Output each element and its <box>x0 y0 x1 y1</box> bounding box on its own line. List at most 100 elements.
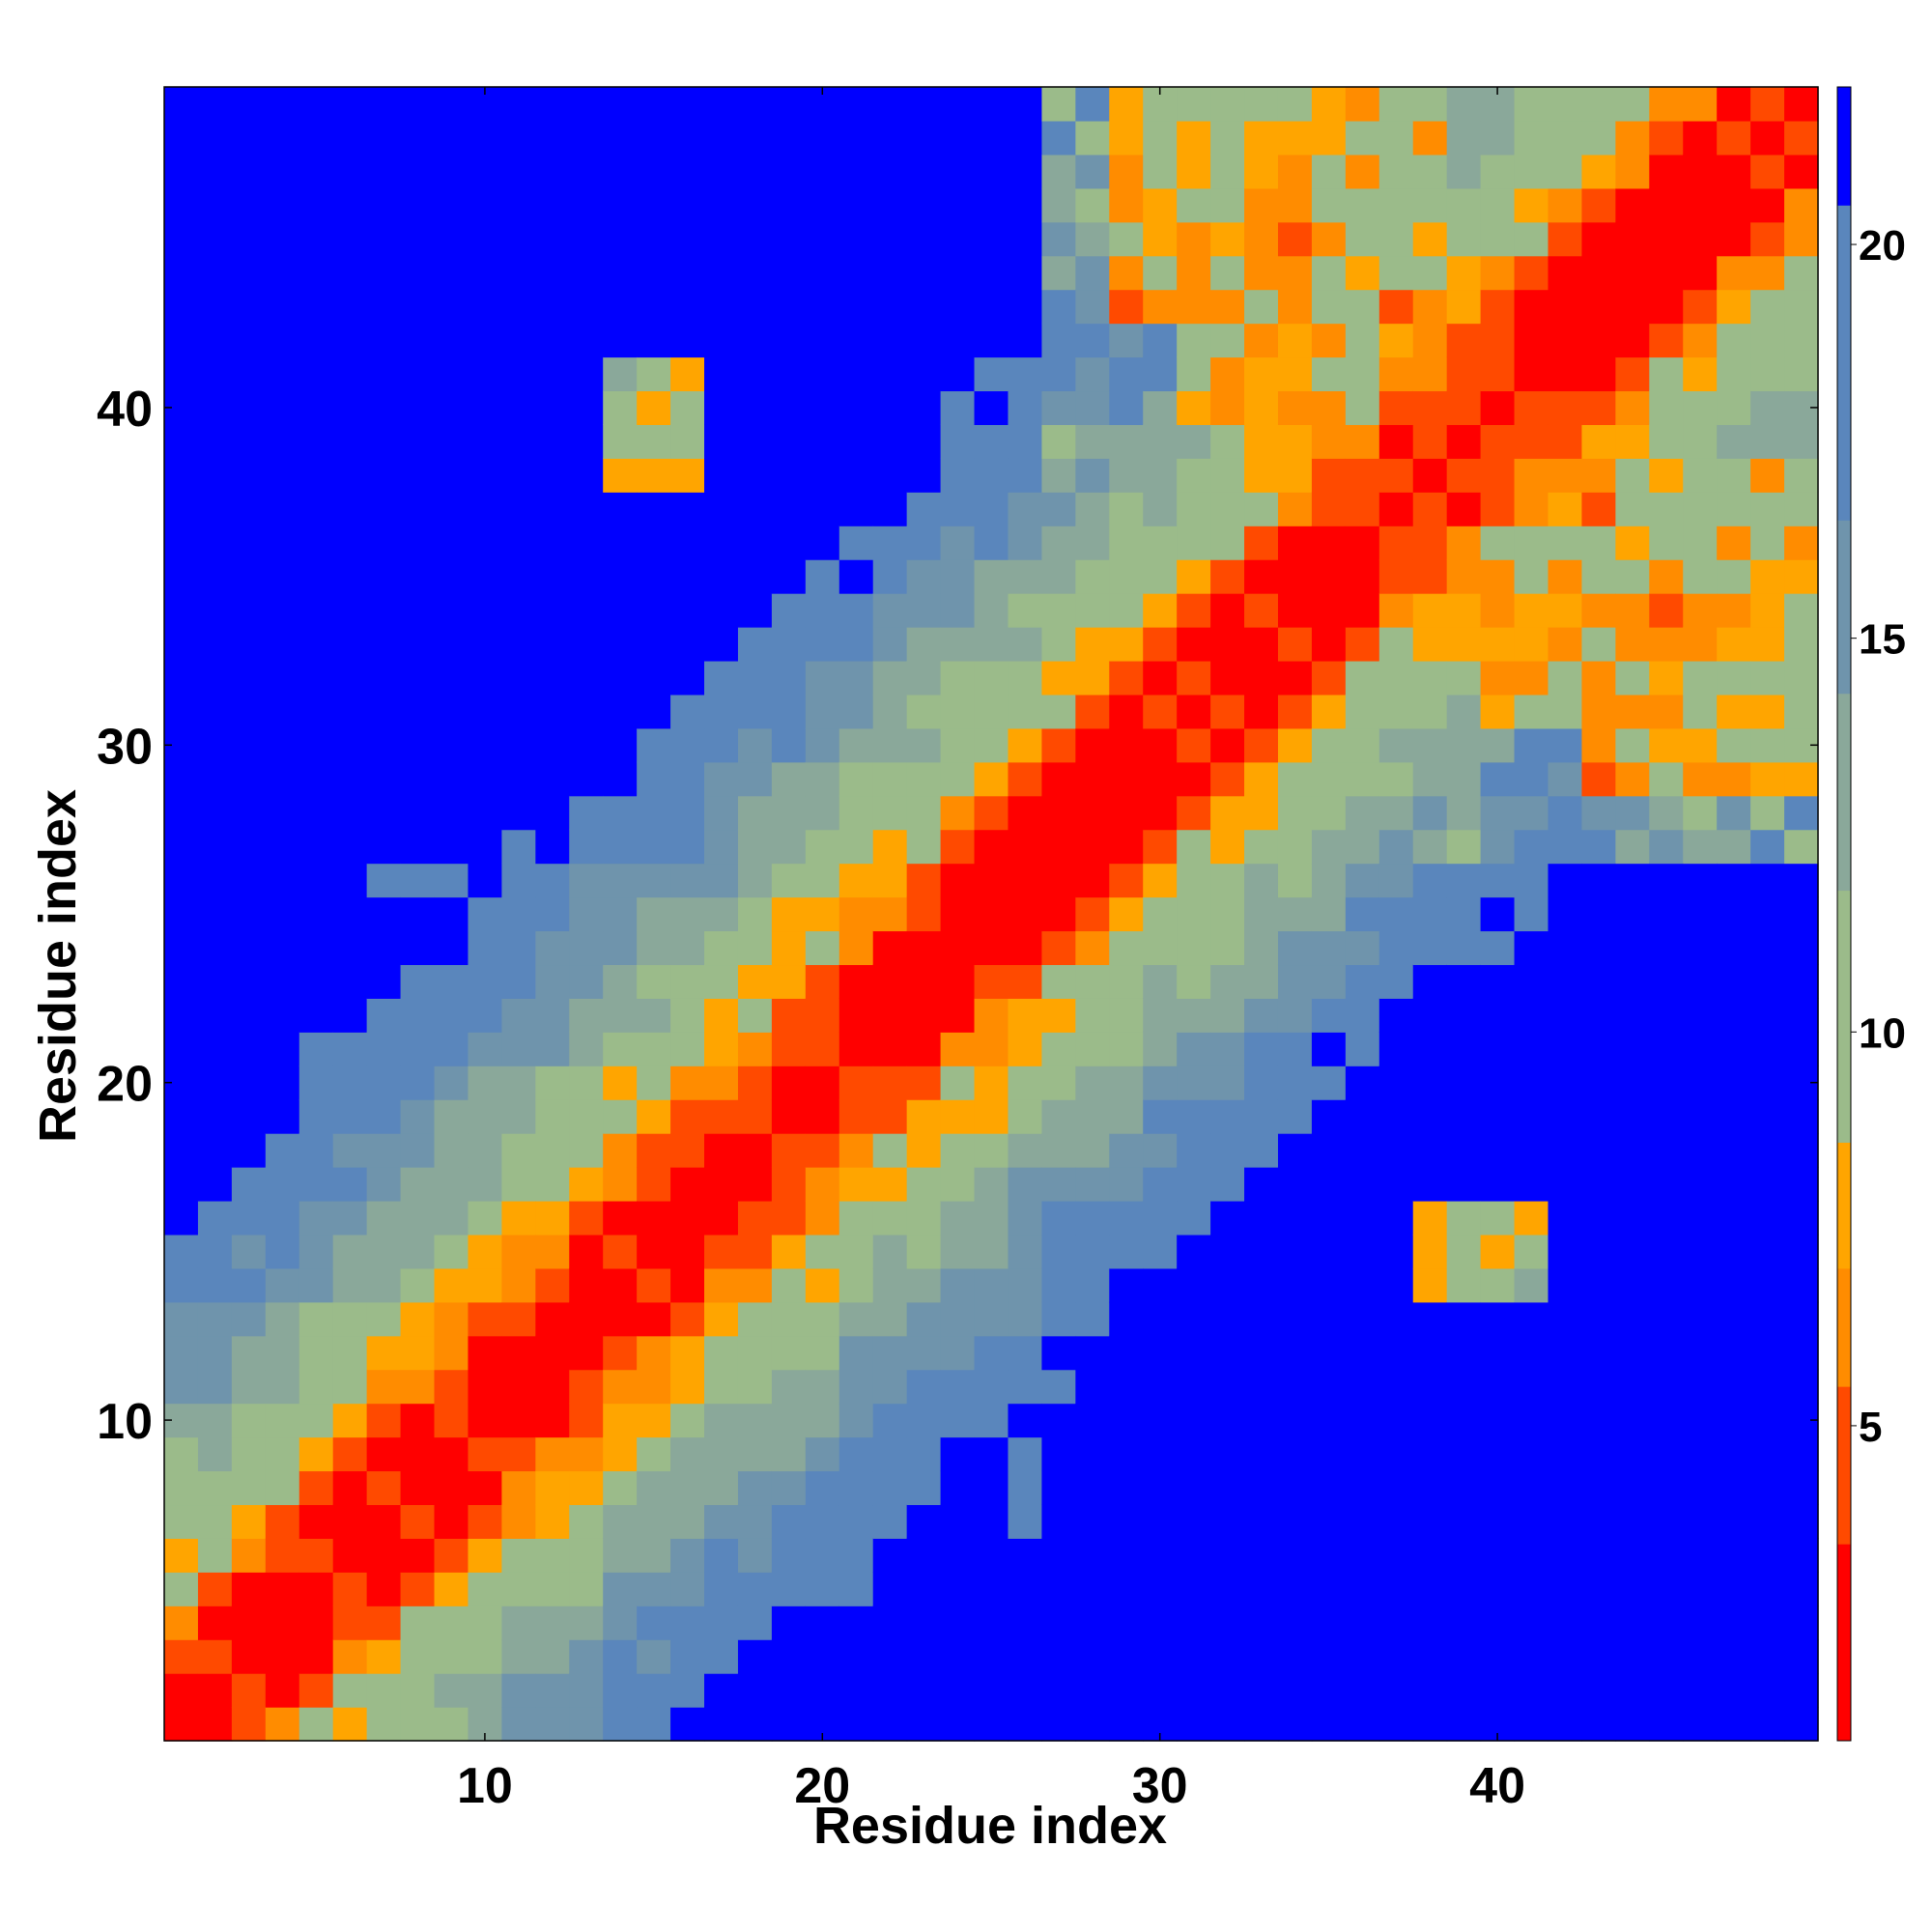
heatmap-cell <box>535 1605 570 1640</box>
heatmap-cell <box>569 1234 604 1269</box>
heatmap-cell <box>501 593 536 628</box>
heatmap-cell <box>1717 1639 1751 1674</box>
heatmap-cell <box>805 1673 840 1708</box>
heatmap-cell <box>1210 1605 1245 1640</box>
heatmap-cell <box>434 829 469 865</box>
heatmap-cell <box>1581 323 1616 358</box>
heatmap-cell <box>1717 998 1751 1033</box>
heatmap-cell <box>906 1639 942 1674</box>
plot-frame <box>163 86 1819 1742</box>
heatmap-cell <box>1683 1167 1718 1202</box>
heatmap-cell <box>1244 964 1279 999</box>
heatmap-cell <box>637 1369 671 1405</box>
heatmap-cell <box>1615 627 1650 662</box>
heatmap-cell <box>164 1200 199 1236</box>
heatmap-cell <box>1143 593 1178 628</box>
heatmap-cell <box>265 458 300 493</box>
heatmap-cell <box>1244 1572 1279 1606</box>
heatmap-cell <box>1345 1707 1380 1742</box>
heatmap-cell <box>1041 1301 1076 1337</box>
heatmap-cell <box>872 998 908 1033</box>
heatmap-cell <box>940 1369 976 1405</box>
heatmap-cell <box>468 964 502 999</box>
heatmap-cell <box>1109 1133 1144 1168</box>
heatmap-cell <box>805 1369 840 1405</box>
heatmap-cell <box>872 1167 908 1202</box>
heatmap-cell <box>637 255 671 291</box>
heatmap-cell <box>332 559 368 594</box>
heatmap-cell <box>1548 1167 1583 1202</box>
heatmap-cell <box>1378 1065 1414 1100</box>
heatmap-cell <box>535 593 570 628</box>
heatmap-cell <box>737 323 773 358</box>
heatmap-cell <box>1345 1301 1380 1337</box>
heatmap-cell <box>603 1200 638 1236</box>
heatmap-cell <box>603 660 638 696</box>
heatmap-cell <box>1277 154 1313 189</box>
heatmap-cell <box>1345 863 1380 898</box>
heatmap-cell <box>1277 1032 1313 1066</box>
heatmap-cell <box>569 829 604 865</box>
heatmap-cell <box>872 1301 908 1337</box>
heatmap-cell <box>535 694 570 729</box>
heatmap-cell <box>265 694 300 729</box>
heatmap-cell <box>838 1436 874 1472</box>
heatmap-cell <box>1615 526 1650 560</box>
heatmap-cell <box>265 761 300 797</box>
heatmap-cell <box>1277 1673 1313 1708</box>
heatmap-cell <box>1412 1436 1448 1472</box>
heatmap-cell <box>940 896 976 932</box>
heatmap-cell <box>332 1032 368 1066</box>
heatmap-cell <box>1548 694 1583 729</box>
heatmap-cell <box>298 1234 334 1269</box>
heatmap-cell <box>468 424 502 459</box>
heatmap-cell <box>1514 1707 1549 1742</box>
heatmap-cell <box>1649 1639 1684 1674</box>
heatmap-cell <box>603 829 638 865</box>
heatmap-cell <box>501 694 536 729</box>
heatmap-cell <box>197 1707 233 1742</box>
heatmap-cell <box>1277 795 1313 831</box>
heatmap-cell <box>164 1707 199 1742</box>
heatmap-cell <box>1345 424 1380 459</box>
heatmap-cell <box>737 1065 773 1100</box>
heatmap-cell <box>1480 761 1516 797</box>
heatmap-cell <box>1514 694 1549 729</box>
heatmap-cell <box>771 356 807 392</box>
heatmap-cell <box>838 964 874 999</box>
heatmap-cell <box>1143 120 1178 156</box>
heatmap-cell <box>1412 255 1448 291</box>
heatmap-cell <box>1143 660 1178 696</box>
colorbar-band <box>1837 1544 1851 1742</box>
heatmap-cell <box>400 1470 436 1506</box>
heatmap-cell <box>1548 1335 1583 1371</box>
heatmap-cell <box>1446 1099 1482 1134</box>
heatmap-cell <box>637 187 671 223</box>
heatmap-cell <box>400 863 436 898</box>
heatmap-cell <box>1345 694 1380 729</box>
heatmap-cell <box>501 1504 536 1539</box>
heatmap-cell <box>1784 356 1819 392</box>
heatmap-cell <box>366 727 402 763</box>
heatmap-cell <box>400 1234 436 1269</box>
heatmap-cell <box>1649 694 1684 729</box>
heatmap-cell <box>1378 323 1414 358</box>
heatmap-cell <box>1177 1470 1211 1506</box>
heatmap-cell <box>1378 727 1414 763</box>
heatmap-cell <box>637 1133 671 1168</box>
heatmap-cell <box>1446 1167 1482 1202</box>
heatmap-cell <box>569 1065 604 1100</box>
heatmap-cell <box>1548 727 1583 763</box>
colorbar-band <box>1837 693 1851 892</box>
heatmap-cell <box>1041 829 1076 865</box>
heatmap-cell <box>906 1133 942 1168</box>
heatmap-cell <box>737 1504 773 1539</box>
heatmap-cell <box>704 1436 739 1472</box>
heatmap-cell <box>1177 492 1211 526</box>
heatmap-cell <box>771 694 807 729</box>
heatmap-cell <box>872 795 908 831</box>
heatmap-cell <box>1412 1234 1448 1269</box>
heatmap-cell <box>1041 1133 1076 1168</box>
heatmap-cell <box>603 492 638 526</box>
heatmap-cell <box>332 120 368 156</box>
